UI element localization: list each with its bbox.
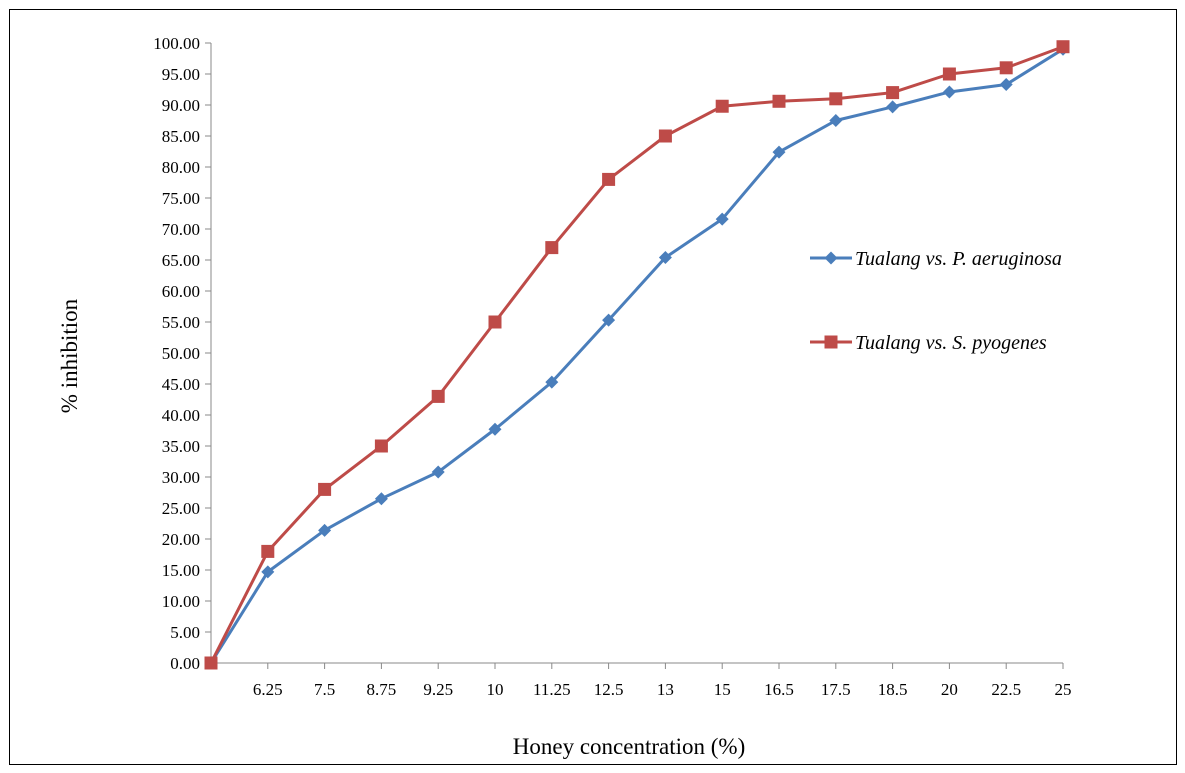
data-point-diamond xyxy=(431,465,445,479)
data-point-square xyxy=(318,482,332,496)
data-point-diamond xyxy=(318,523,332,537)
x-tick-label: 9.25 xyxy=(423,680,453,699)
x-tick-label: 11.25 xyxy=(533,680,571,699)
data-point-square xyxy=(658,129,672,143)
data-point-diamond xyxy=(829,114,843,127)
y-tick-label: 70.00 xyxy=(162,220,200,239)
series-1 xyxy=(204,42,1070,670)
x-tick-label: 12.5 xyxy=(594,680,624,699)
x-tick-label: 18.5 xyxy=(878,680,908,699)
legend-label: Tualang vs. S. pyogenes xyxy=(855,332,1047,354)
y-tick-label: 80.00 xyxy=(162,158,200,177)
data-point-square xyxy=(999,61,1013,75)
legend-label: Tualang vs. P. aeruginosa xyxy=(855,248,1062,270)
x-tick-label: 6.25 xyxy=(253,680,283,699)
series-line xyxy=(209,45,1064,664)
data-point-diamond xyxy=(658,251,672,265)
x-tick-label: 25 xyxy=(1055,680,1072,699)
x-tick-label: 17.5 xyxy=(821,680,851,699)
x-tick-label: 7.5 xyxy=(314,680,335,699)
data-point-square xyxy=(431,389,445,403)
data-point-diamond xyxy=(999,78,1013,92)
x-axis: 6.25 7.5 8.75 9.25 10 11.25 12.5 13 15 16.5 17.5 18… xyxy=(210,662,1072,699)
y-tick-label: 20.00 xyxy=(162,530,200,549)
y-tick-label: 85.00 xyxy=(162,127,200,146)
y-axis-title: % inhibition xyxy=(57,298,82,413)
y-tick-label: 90.00 xyxy=(162,96,200,115)
x-tick-label: 20 xyxy=(941,680,958,699)
x-tick-label: 15 xyxy=(714,680,731,699)
data-point-square xyxy=(715,99,729,113)
legend: Tualang vs. P. aeruginosa Tualang vs. S. … xyxy=(810,248,1062,354)
legend-item: Tualang vs. P. aeruginosa xyxy=(810,248,1062,270)
series-layer xyxy=(204,40,1070,670)
x-tick-label: 8.75 xyxy=(367,680,397,699)
data-point-square xyxy=(545,241,559,255)
x-tick-label: 22.5 xyxy=(991,680,1021,699)
data-point-square xyxy=(886,86,900,100)
x-tick-label: 16.5 xyxy=(764,680,794,699)
data-point-square xyxy=(602,172,616,186)
y-tick-label: 100.00 xyxy=(153,34,200,53)
y-tick-label: 0.00 xyxy=(170,654,200,673)
data-point-square xyxy=(829,92,843,106)
y-tick-label: 75.00 xyxy=(162,189,200,208)
legend-item: Tualang vs. S. pyogenes xyxy=(810,332,1047,354)
y-tick-label: 55.00 xyxy=(162,313,200,332)
y-tick-label: 95.00 xyxy=(162,65,200,84)
y-tick-label: 25.00 xyxy=(162,499,200,518)
y-tick-label: 10.00 xyxy=(162,592,200,611)
chart-frame xyxy=(9,9,1177,765)
y-tick-label: 45.00 xyxy=(162,375,200,394)
series-line xyxy=(209,47,1064,664)
y-axis: 0.00 5.00 10.00 15.00 20.00 25.00 30.00 35.00 40… xyxy=(153,34,212,673)
data-point-square xyxy=(1056,40,1070,54)
data-point-diamond xyxy=(602,313,616,327)
data-point-diamond xyxy=(488,422,502,436)
data-point-diamond xyxy=(942,85,956,99)
y-tick-label: 35.00 xyxy=(162,437,200,456)
y-tick-label: 15.00 xyxy=(162,561,200,580)
data-point-diamond xyxy=(374,492,388,506)
data-point-square xyxy=(488,315,502,329)
data-point-square xyxy=(204,656,218,670)
legend-marker xyxy=(824,251,838,265)
data-point-square xyxy=(261,544,275,558)
x-tick-label: 10 xyxy=(487,680,504,699)
y-tick-label: 50.00 xyxy=(162,344,200,363)
data-point-diamond xyxy=(715,212,729,226)
series-2 xyxy=(204,40,1070,670)
data-point-square xyxy=(772,94,786,108)
data-point-diamond xyxy=(886,100,900,114)
data-point-diamond xyxy=(545,375,559,389)
data-point-diamond xyxy=(772,145,786,159)
legend-marker xyxy=(824,335,838,349)
data-point-square xyxy=(942,67,956,81)
data-point-square xyxy=(374,439,388,453)
y-tick-label: 5.00 xyxy=(170,623,200,642)
y-tick-label: 65.00 xyxy=(162,251,200,270)
y-tick-label: 40.00 xyxy=(162,406,200,425)
x-axis-title: Honey concentration (%) xyxy=(513,734,745,759)
y-tick-label: 60.00 xyxy=(162,282,200,301)
y-tick-label: 30.00 xyxy=(162,468,200,487)
data-point-diamond xyxy=(261,565,275,579)
x-tick-label: 13 xyxy=(657,680,674,699)
